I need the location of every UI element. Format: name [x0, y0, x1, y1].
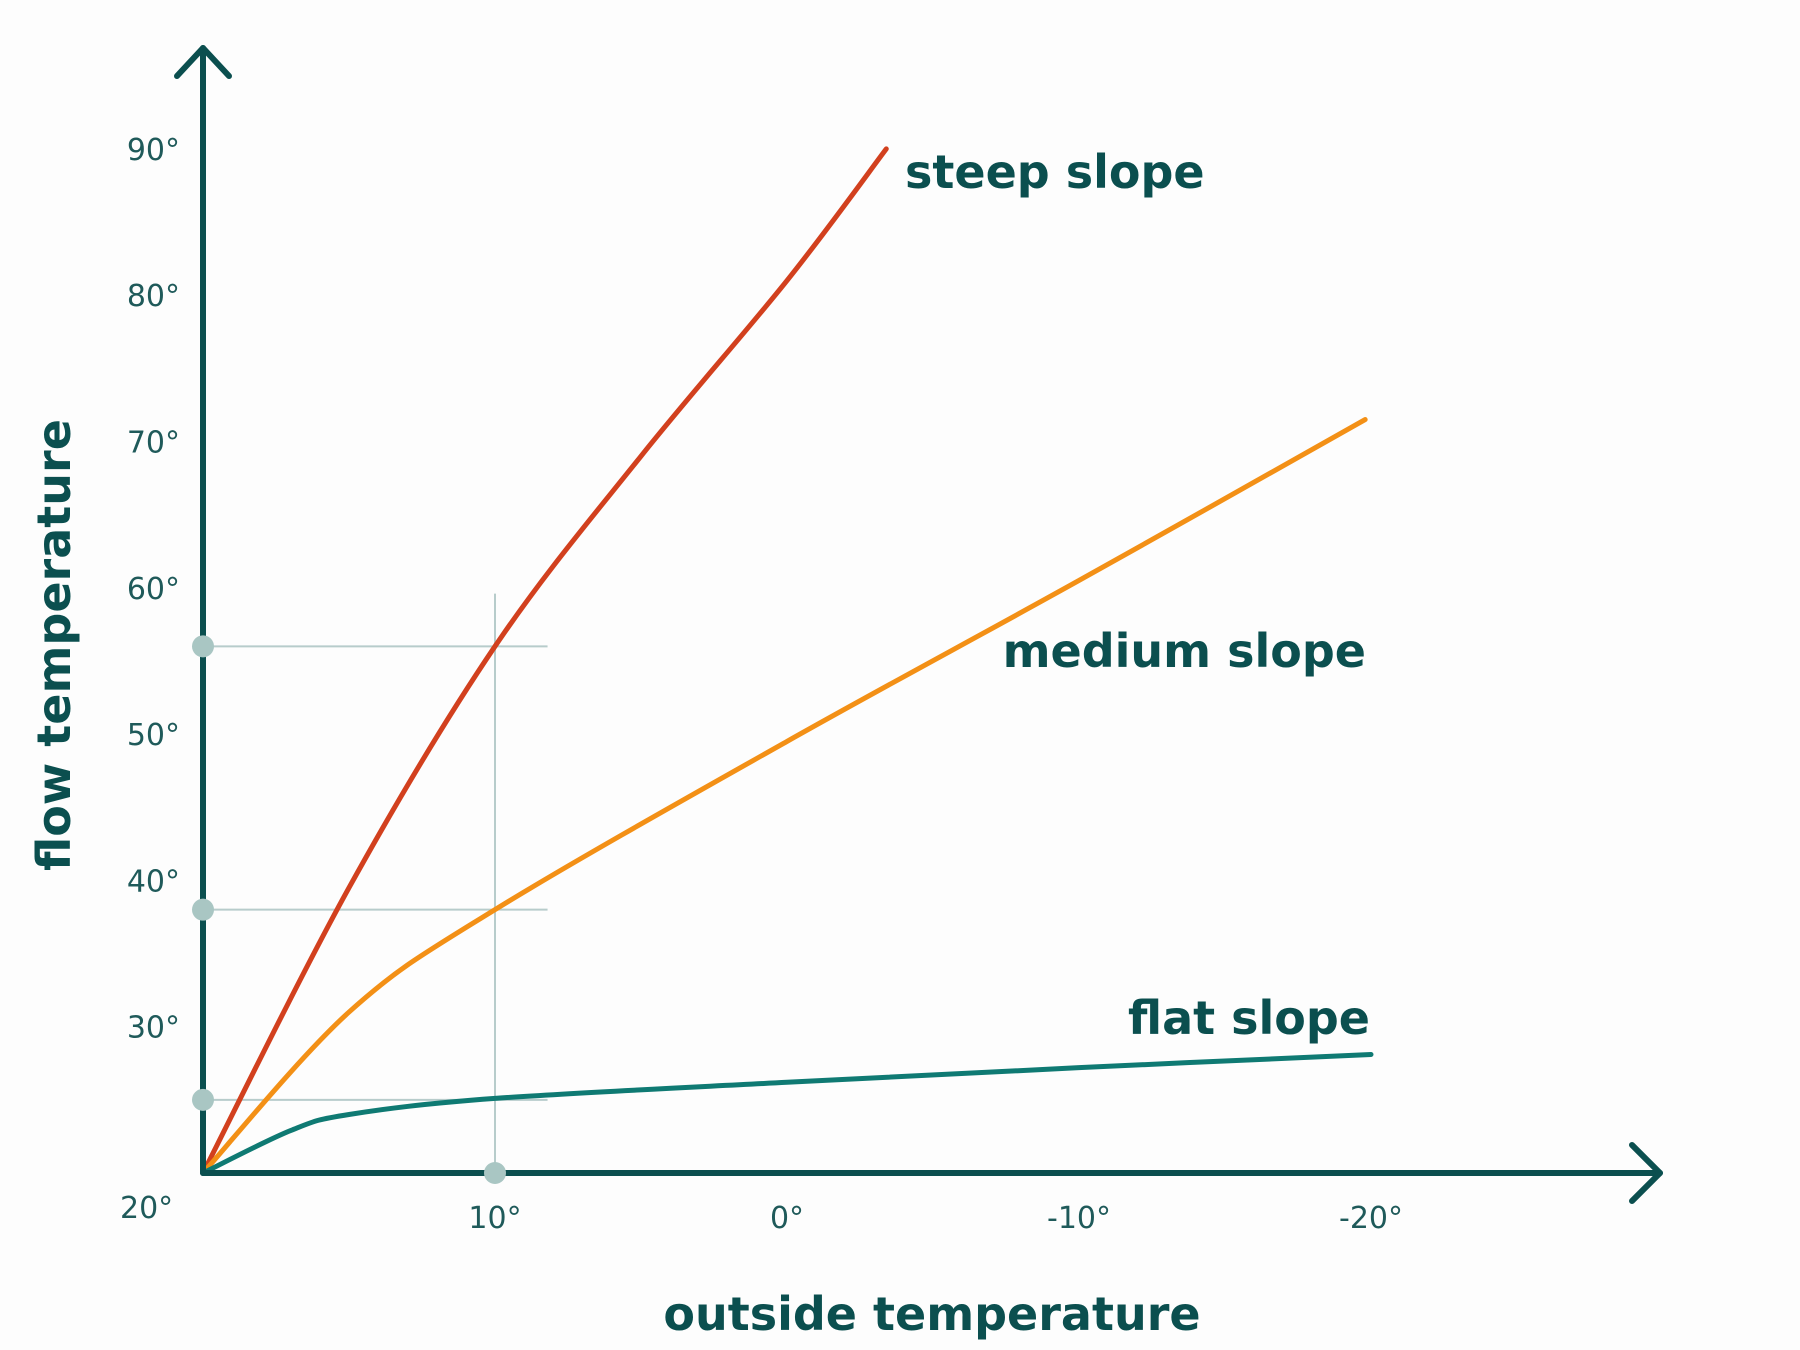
series-line-medium-slope: [200, 417, 1368, 1176]
y-axis-marker-dot: [192, 898, 214, 921]
tick-labels: 20° 10° 0° -10° -20° 30° 40° 50° 60° 70° 80° 90°: [120, 133, 1403, 1236]
x-tick-label: -10°: [1047, 1201, 1111, 1236]
x-tick-label: -20°: [1339, 1201, 1403, 1236]
y-tick-label: 30°: [127, 1011, 180, 1046]
x-tick-label: 10°: [468, 1201, 521, 1236]
y-tick-label: 80°: [127, 279, 180, 314]
guide-lines: [203, 593, 548, 1173]
x-axis-arrow-icon: [1629, 1142, 1663, 1204]
series-label-medium: medium slope: [1003, 624, 1366, 678]
y-axis-marker-dot: [192, 635, 214, 658]
y-tick-label: 60°: [127, 572, 180, 607]
y-axis-arrow-icon: [174, 45, 232, 79]
y-axis-marker-dot: [192, 1088, 214, 1111]
y-tick-label: 40°: [127, 864, 180, 899]
x-axis-title: outside temperature: [663, 1287, 1200, 1341]
x-tick-label: 0°: [770, 1201, 804, 1236]
series-label-steep: steep slope: [905, 145, 1205, 199]
y-axis-title: flow temperature: [27, 419, 81, 871]
y-tick-label: 50°: [127, 718, 180, 753]
series-line-steep-slope: [200, 146, 889, 1176]
y-tick-label: 90°: [127, 133, 180, 168]
series-lines: [200, 146, 1374, 1176]
axes: [174, 45, 1663, 1204]
x-tick-label: 20°: [120, 1191, 173, 1226]
reference-markers: [192, 635, 506, 1184]
series-label-flat: flat slope: [1128, 991, 1370, 1045]
x-axis-marker-dot: [484, 1162, 506, 1184]
y-tick-label: 70°: [127, 426, 180, 461]
series-line-flat-slope: [200, 1052, 1374, 1176]
